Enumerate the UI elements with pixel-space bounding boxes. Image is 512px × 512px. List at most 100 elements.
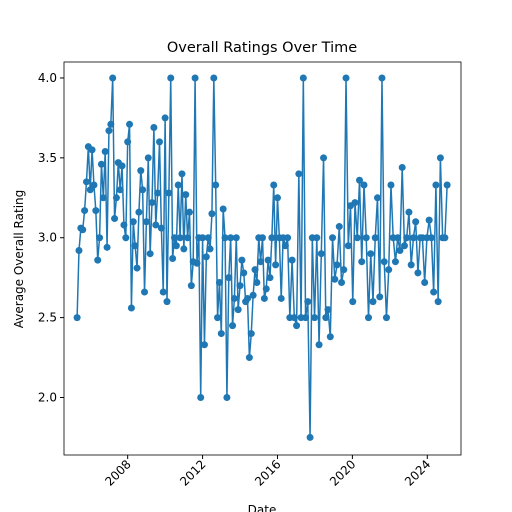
marker — [234, 306, 242, 314]
marker — [382, 314, 390, 322]
marker — [320, 154, 328, 162]
marker — [94, 256, 102, 264]
marker — [391, 258, 399, 266]
marker — [225, 274, 233, 282]
marker — [443, 181, 451, 189]
marker — [137, 167, 145, 175]
marker — [302, 314, 310, 322]
marker — [79, 226, 87, 234]
x-tick-label: 2012 — [177, 457, 208, 488]
marker — [414, 269, 422, 277]
marker — [101, 147, 109, 155]
x-tick-label: 2020 — [327, 457, 358, 488]
marker — [338, 278, 346, 286]
marker — [356, 176, 364, 184]
marker — [185, 208, 193, 216]
marker — [253, 278, 261, 286]
x-axis-label: Date — [248, 503, 277, 512]
marker — [184, 234, 192, 242]
marker — [362, 234, 370, 242]
marker — [165, 189, 173, 197]
marker — [156, 138, 164, 146]
marker — [369, 298, 377, 306]
marker — [133, 264, 141, 272]
marker — [204, 234, 212, 242]
y-axis-label: Average Overall Rating — [12, 190, 26, 328]
x-tick-label: 2024 — [402, 457, 433, 488]
marker — [215, 278, 223, 286]
chart-title: Overall Ratings Over Time — [167, 40, 357, 56]
marker — [169, 255, 177, 262]
marker — [342, 74, 350, 82]
marker — [97, 160, 105, 168]
marker — [425, 216, 433, 224]
marker — [240, 269, 248, 277]
marker — [268, 234, 276, 242]
marker — [191, 74, 199, 82]
marker — [81, 207, 89, 215]
line — [76, 77, 448, 438]
marker — [247, 330, 255, 338]
marker — [167, 74, 175, 82]
plot-frame — [63, 61, 462, 456]
marker — [396, 247, 404, 255]
marker — [351, 199, 359, 207]
marker — [170, 234, 178, 242]
marker — [270, 181, 278, 189]
marker — [288, 256, 296, 264]
marker — [159, 288, 167, 296]
x-tick-label: 2016 — [252, 457, 283, 488]
marker — [407, 261, 415, 269]
marker — [219, 205, 227, 213]
marker — [398, 163, 406, 171]
marker — [122, 234, 130, 242]
marker — [387, 181, 395, 189]
marker — [367, 250, 375, 258]
marker — [322, 314, 330, 322]
marker — [229, 322, 237, 330]
marker — [264, 256, 272, 264]
marker — [272, 261, 280, 269]
marker — [174, 181, 182, 189]
marker — [385, 266, 393, 274]
marker — [154, 189, 162, 197]
marker — [217, 330, 225, 338]
marker — [214, 314, 222, 322]
marker — [157, 224, 165, 232]
marker — [245, 354, 253, 362]
marker — [317, 250, 325, 258]
marker — [187, 282, 195, 290]
marker — [260, 294, 268, 302]
marker — [299, 74, 307, 82]
marker — [344, 242, 352, 250]
marker — [333, 261, 341, 269]
marker — [273, 194, 281, 202]
marker — [178, 170, 186, 178]
marker — [107, 120, 115, 128]
marker — [163, 298, 171, 306]
marker — [432, 181, 440, 189]
marker — [103, 243, 111, 251]
marker — [86, 186, 94, 194]
marker — [441, 234, 449, 242]
marker — [371, 234, 379, 242]
marker — [281, 242, 289, 250]
marker — [118, 162, 126, 170]
marker — [259, 234, 266, 242]
marker — [139, 186, 147, 194]
marker — [326, 333, 334, 341]
marker — [223, 393, 231, 401]
y-tick-label: 3.5 — [38, 151, 57, 165]
marker — [131, 242, 139, 250]
marker — [353, 234, 361, 242]
marker — [182, 191, 190, 199]
marker — [75, 247, 83, 255]
marker — [96, 234, 104, 242]
marker — [394, 234, 402, 242]
marker — [112, 194, 120, 202]
marker — [295, 170, 303, 178]
marker — [146, 250, 154, 258]
marker — [262, 285, 270, 293]
marker — [105, 127, 113, 135]
